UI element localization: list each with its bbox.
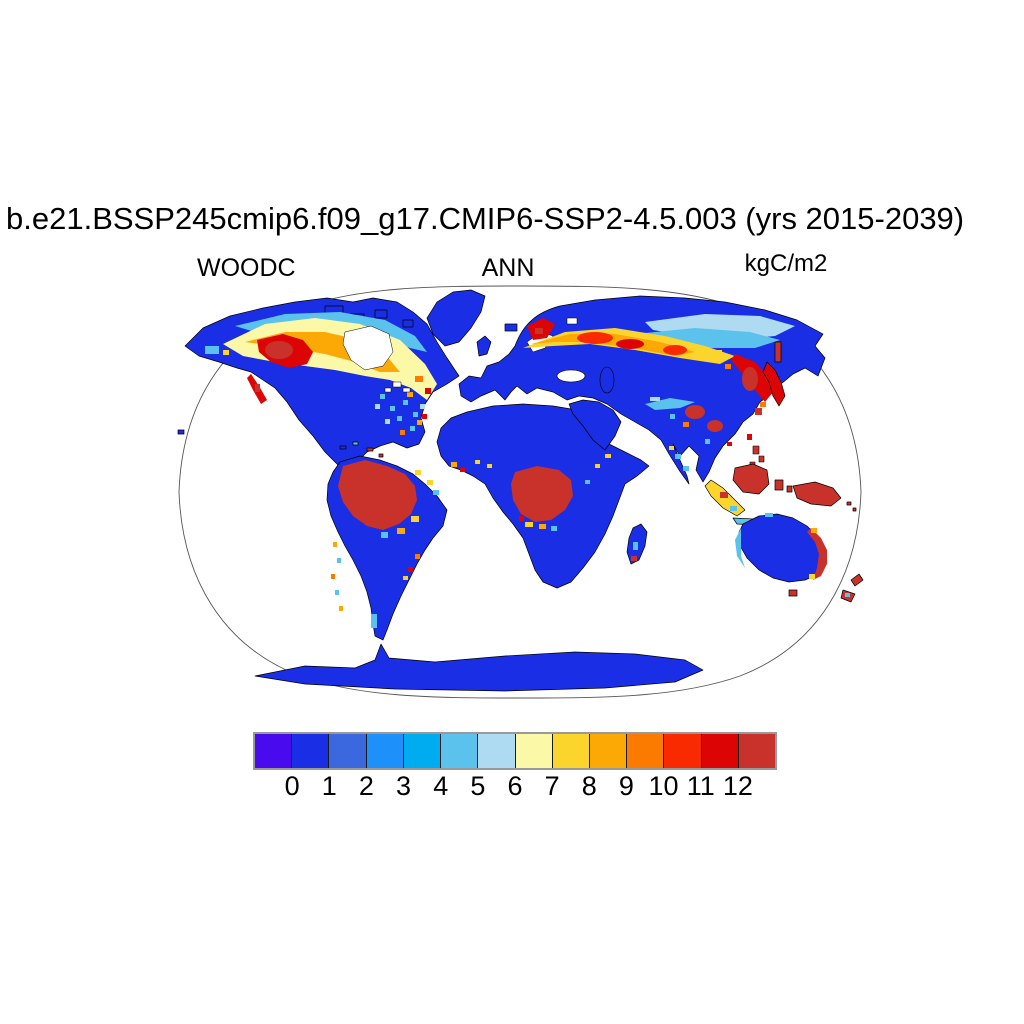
colorbar-cell [366,734,404,768]
season-label: ANN [481,254,535,282]
figure-title: b.e21.BSSP245cmip6.f09_g17.CMIP6-SSP2-4.… [6,201,965,236]
colorbar-cell [589,734,628,768]
colorbar-labels: 0 1 2 3 4 5 6 7 8 9 10 11 12 [255,771,775,801]
colorbar-cell [329,734,367,768]
hudson-bay [342,325,394,371]
continent-south-america [326,455,448,641]
colorbar-tick-label: 4 [433,771,449,801]
great-lakes [384,381,411,393]
colorbar-cell [478,734,516,768]
colorbar-tick-label: 3 [396,771,412,801]
continents [177,289,864,692]
colorbar-cell [738,734,776,768]
colorbar-tick-label: 1 [321,771,337,801]
colorbar-cell [552,734,590,768]
colorbar-cell [701,734,739,768]
japan [762,341,786,407]
variable-label: WOODC [197,254,296,282]
colorbar-tick-label: 0 [284,771,300,801]
colorbar-cell [403,734,442,768]
map-outline [178,285,862,699]
world-map-svg [177,285,864,699]
colorbar-tick-label: 9 [618,771,634,801]
colorbar-cell [515,734,553,768]
colorbar-tick-label: 10 [648,771,679,801]
colorbar-tick-label: 11 [686,771,715,801]
antarctica [254,643,704,692]
boreal-eurasia-band [523,314,795,407]
colorbar-cell [441,734,479,768]
colorbar-tick-label: 2 [358,771,374,801]
colorbar-tick-label: 8 [581,771,597,801]
colorbar-tick-label: 6 [507,771,523,801]
eastern-us-speckles [375,394,427,435]
colorbar-cell [292,734,330,768]
units-label: kgC/m2 [744,250,828,277]
maritime-se-asia [704,445,857,527]
colorbar-cell [255,734,293,768]
asia-details [645,397,762,471]
colorbar-tick-label: 7 [544,771,560,801]
australia-newzealand [735,513,864,603]
colorbar-tick-label: 5 [470,771,486,801]
colorbar-cell [664,734,702,768]
colorbar-cell [627,734,665,768]
colorbar [253,732,777,770]
world-map [175,284,865,699]
colorbar-tick-label: 12 [722,771,753,801]
